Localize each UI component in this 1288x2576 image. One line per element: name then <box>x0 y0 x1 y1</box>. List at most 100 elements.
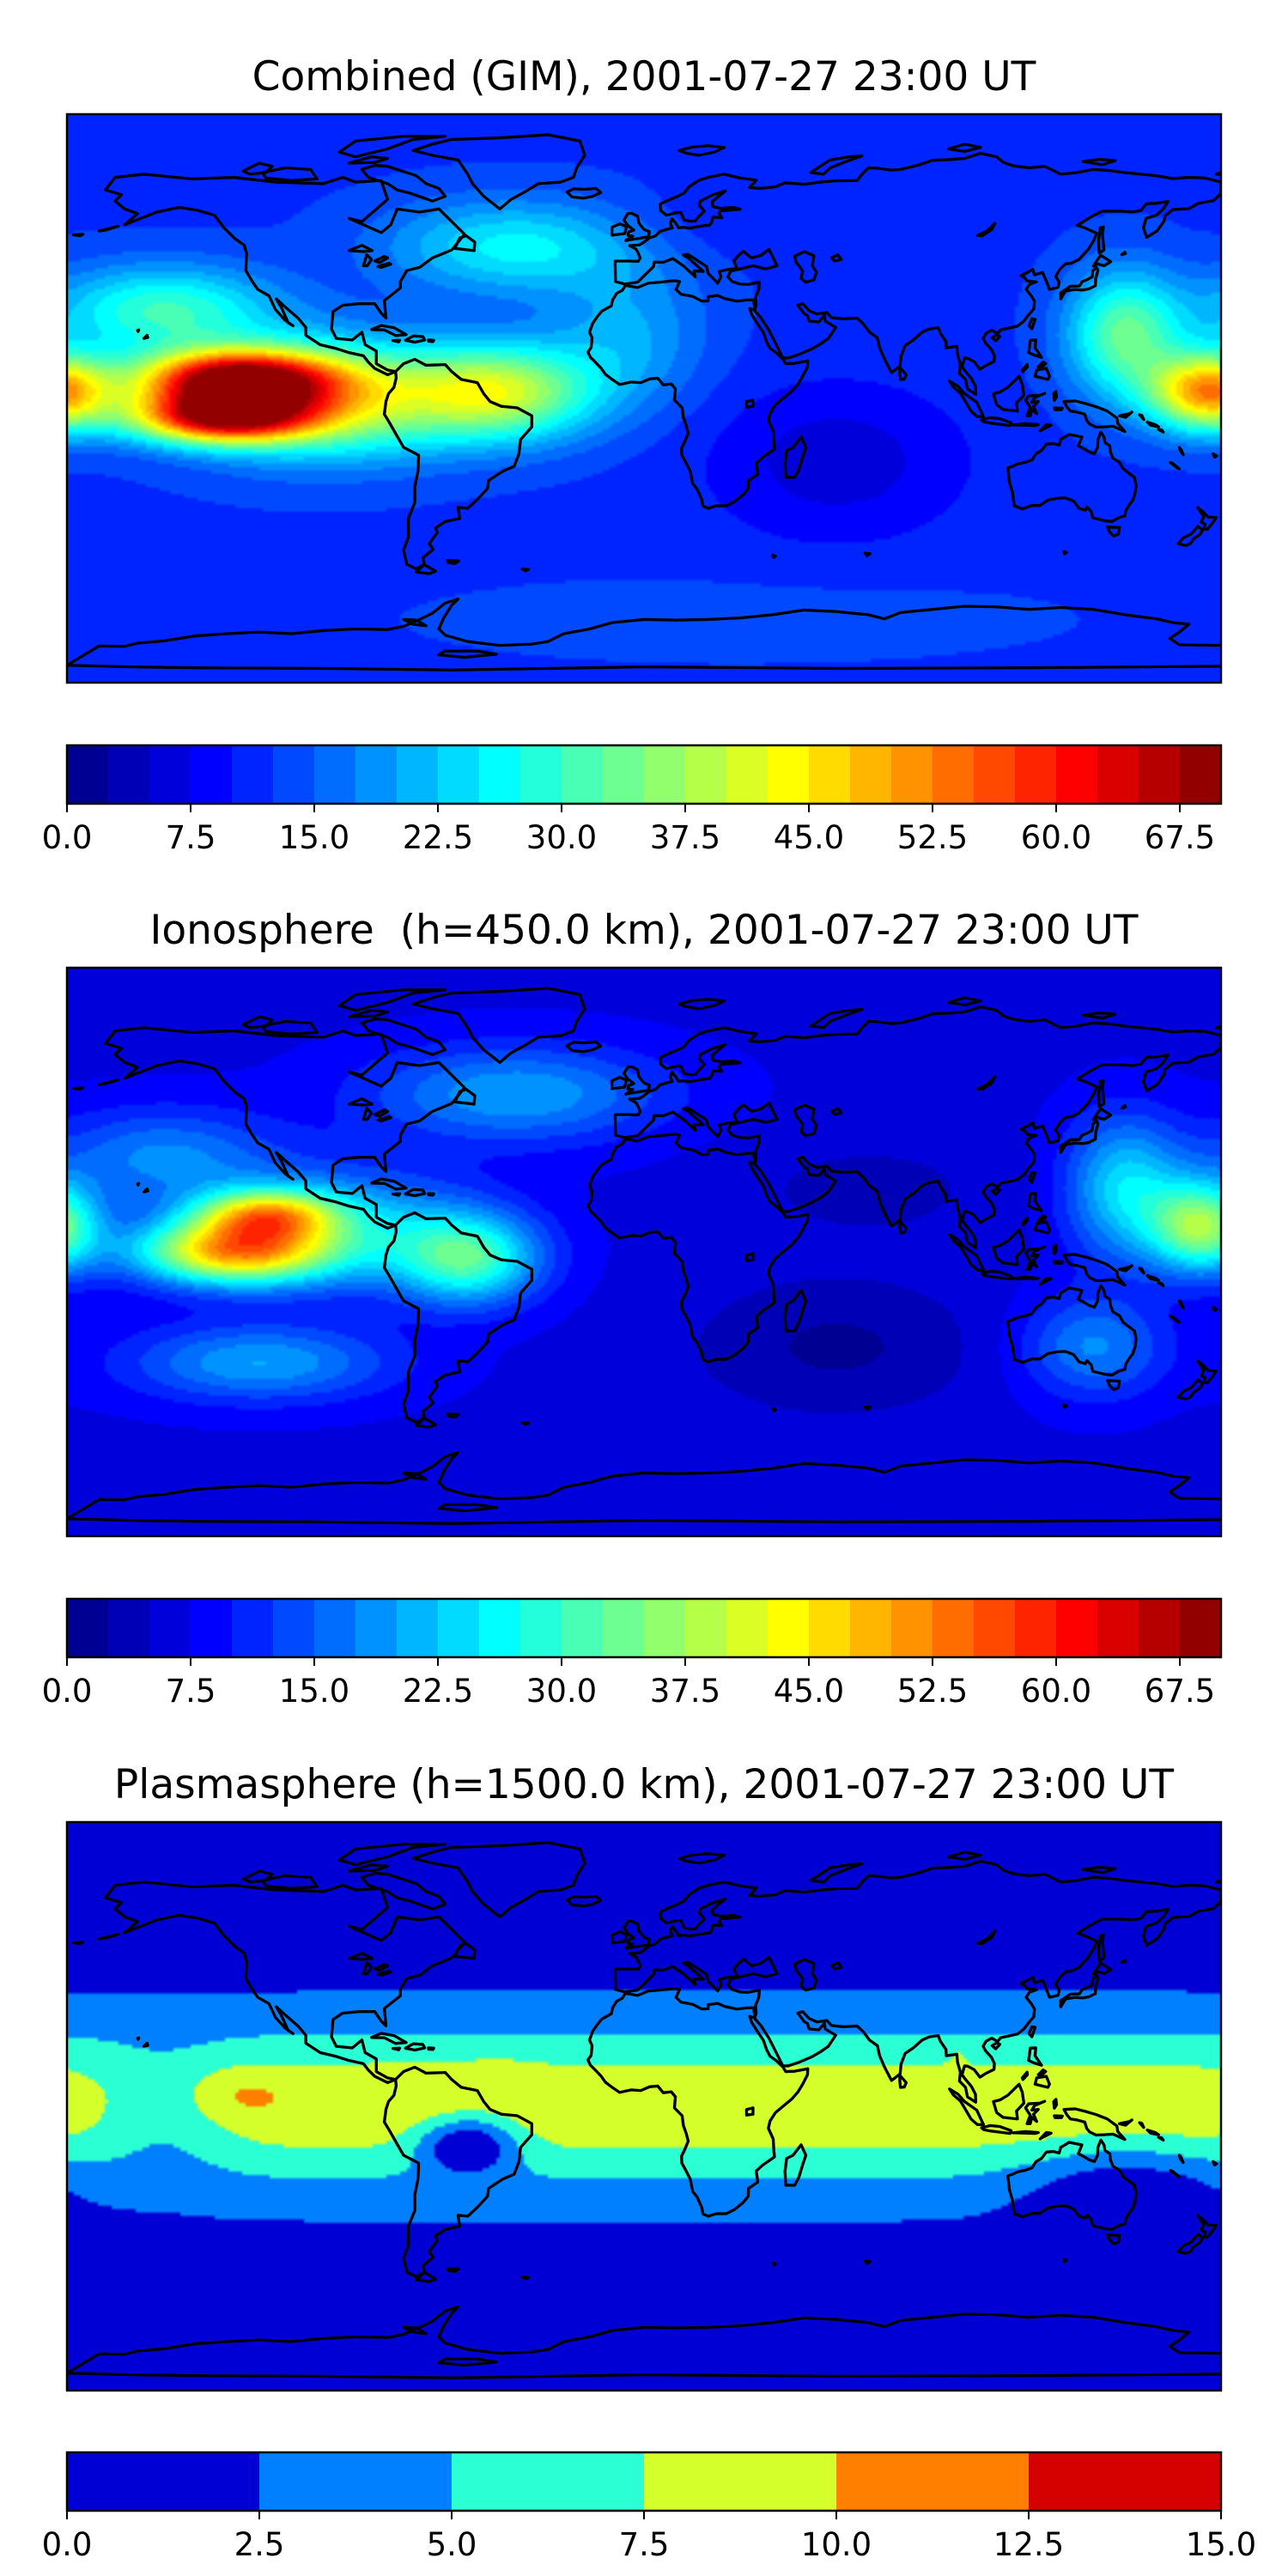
colorbar-segment <box>891 745 933 804</box>
colorbar-segment <box>1015 1599 1057 1657</box>
colorbar-combined: 0.0 7.5 15.0 22.5 30.0 37.5 45.0 52.5 60.0 67.5 <box>42 744 1223 856</box>
colorbar-segment <box>644 2452 837 2511</box>
colorbar-tick-label: 67.5 <box>1145 1673 1215 1710</box>
colorbar-tick-label: 0.0 <box>42 2526 93 2563</box>
colorbar-tick-label: 22.5 <box>403 819 473 856</box>
colorbar-tick-label: 60.0 <box>1021 1673 1091 1710</box>
colorbar-tick-label: 15.0 <box>279 819 349 856</box>
colorbar-tick-label: 15.0 <box>279 1673 349 1710</box>
colorbar-segment <box>644 1599 686 1657</box>
colorbar-tick-label: 10.0 <box>801 2526 872 2563</box>
colorbar-segment <box>355 745 398 804</box>
colorbar-tick-label: 12.5 <box>993 2526 1064 2563</box>
colorbar-segment <box>809 1599 851 1657</box>
colorbar-segment <box>520 1599 562 1657</box>
colorbar-segment <box>520 745 562 804</box>
colorbar-tick-label: 37.5 <box>650 819 720 856</box>
colorbar-segment <box>974 745 1016 804</box>
colorbar-segment <box>149 745 191 804</box>
colorbar-segment <box>891 1599 933 1657</box>
colorbar-segment <box>273 1599 315 1657</box>
colorbar-segment <box>479 1599 521 1657</box>
colorbar-segment <box>397 745 439 804</box>
colorbar-segment <box>1139 1599 1181 1657</box>
colorbar-segment <box>1056 1599 1098 1657</box>
heatmap-combined <box>67 114 1221 683</box>
colorbar-tick-label: 52.5 <box>897 1673 968 1710</box>
colorbar-frame <box>65 1597 1223 1659</box>
colorbar-segment <box>933 1599 975 1657</box>
colorbar-tick-label: 45.0 <box>774 819 844 856</box>
colorbar-segment <box>1097 1599 1139 1657</box>
colorbar-tick-label: 45.0 <box>774 1673 844 1710</box>
colorbar-segment <box>191 745 233 804</box>
colorbar-segment <box>232 1599 274 1657</box>
colorbar-ionosphere: 0.0 7.5 15.0 22.5 30.0 37.5 45.0 52.5 60.0 67.5 <box>42 1597 1223 1710</box>
colorbar-segment <box>726 745 769 804</box>
colorbar-segment <box>438 1599 480 1657</box>
colorbar-segment <box>273 745 315 804</box>
colorbar-tick-label: 22.5 <box>403 1673 473 1710</box>
colorbar-tick-label: 30.0 <box>526 1673 597 1710</box>
colorbar-plasmasphere: 0.0 2.5 5.0 7.5 10.0 12.5 15.0 <box>42 2451 1256 2563</box>
colorbar-segment <box>1029 2452 1222 2511</box>
colorbar-segment <box>768 745 810 804</box>
colorbar-segment <box>314 745 356 804</box>
colorbar-segment <box>149 1599 191 1657</box>
colorbar-segment <box>850 745 892 804</box>
colorbar-tick-label: 0.0 <box>42 819 93 856</box>
colorbar-segment <box>562 745 604 804</box>
colorbar-segment <box>768 1599 810 1657</box>
panel-title-ionosphere: Ionosphere (h=450.0 km), 2001-07-27 23:0… <box>149 907 1138 954</box>
panel-title-combined: Combined (GIM), 2001-07-27 23:00 UT <box>252 53 1036 100</box>
colorbar-segment <box>809 745 851 804</box>
colorbar-segment <box>850 1599 892 1657</box>
colorbar-tick-label: 7.5 <box>166 819 216 856</box>
map-panel-plasmasphere <box>65 1820 1223 2392</box>
colorbar-segment <box>974 1599 1016 1657</box>
colorbar-tick-label: 60.0 <box>1021 819 1091 856</box>
colorbar-tick-label: 2.5 <box>234 2526 285 2563</box>
colorbar-segment <box>1139 745 1181 804</box>
colorbar-tick-label: 67.5 <box>1145 819 1215 856</box>
colorbar-segment <box>438 745 480 804</box>
colorbar-segment <box>259 2452 453 2511</box>
colorbar-segment <box>933 745 975 804</box>
colorbar-tick-label: 7.5 <box>619 2526 670 2563</box>
colorbar-frame <box>65 744 1223 805</box>
colorbar-segment <box>1056 745 1098 804</box>
colorbar-segment <box>397 1599 439 1657</box>
colorbar-segment <box>479 745 521 804</box>
colorbar-segment <box>603 745 645 804</box>
colorbar-segment <box>685 1599 727 1657</box>
colorbar-tick-label: 7.5 <box>166 1673 216 1710</box>
colorbar-tick-label: 30.0 <box>526 819 597 856</box>
colorbar-tick-label: 15.0 <box>1186 2526 1256 2563</box>
colorbar-segment <box>355 1599 398 1657</box>
map-panel-ionosphere <box>65 966 1223 1538</box>
colorbar-segment <box>67 2452 260 2511</box>
colorbar-segment <box>67 745 109 804</box>
colorbar-segment <box>232 745 274 804</box>
colorbar-segment <box>452 2452 645 2511</box>
colorbar-segment <box>191 1599 233 1657</box>
map-frame <box>65 112 1223 684</box>
colorbar-segment <box>685 745 727 804</box>
colorbar-tick-label: 5.0 <box>427 2526 477 2563</box>
colorbar-segment <box>726 1599 769 1657</box>
colorbar-tick-label: 37.5 <box>650 1673 720 1710</box>
colorbar-segment <box>1097 745 1139 804</box>
colorbar-tick-label: 52.5 <box>897 819 968 856</box>
colorbar-segment <box>108 745 150 804</box>
colorbar-tick-label: 0.0 <box>42 1673 93 1710</box>
colorbar-segment <box>1180 1599 1222 1657</box>
map-frame <box>65 966 1223 1538</box>
heatmap-plasmasphere <box>67 1822 1221 2391</box>
colorbar-segment <box>1180 745 1222 804</box>
map-frame <box>65 1820 1223 2392</box>
colorbar-segment <box>836 2452 1030 2511</box>
colorbar-segment <box>1015 745 1057 804</box>
panel-title-plasmasphere: Plasmasphere (h=1500.0 km), 2001-07-27 2… <box>114 1761 1174 1808</box>
heatmap-ionosphere <box>67 968 1221 1536</box>
